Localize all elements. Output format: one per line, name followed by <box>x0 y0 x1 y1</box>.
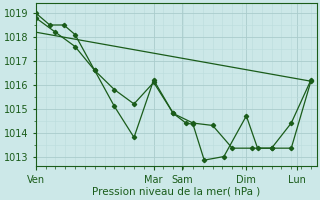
X-axis label: Pression niveau de la mer( hPa ): Pression niveau de la mer( hPa ) <box>92 187 260 197</box>
